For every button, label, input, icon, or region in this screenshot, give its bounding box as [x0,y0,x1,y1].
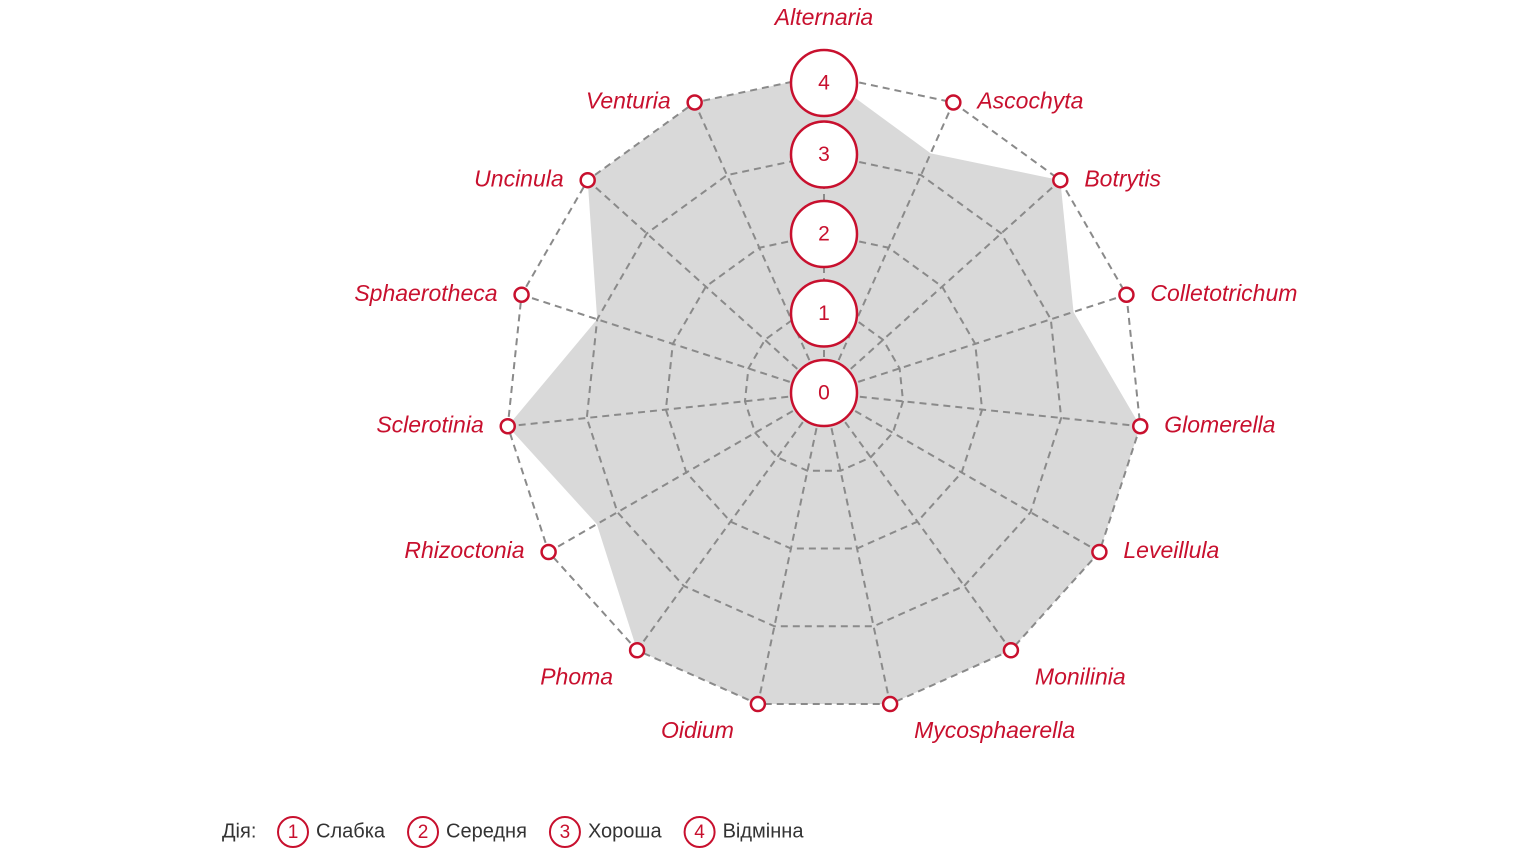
spoke [507,392,825,428]
category-label: Glomerella [1164,411,1275,437]
legend-circle [548,816,581,848]
legend-circle [407,816,440,848]
axis-end-dot [1091,543,1108,561]
y-tick-label: 0 [818,382,830,405]
legend-number: 1 [288,822,299,843]
spoke [587,179,825,394]
axis-end-dot [945,94,962,111]
legend-circle [683,816,716,848]
spoke [693,102,825,394]
category-label: Monilinia [1035,663,1126,689]
grid-ring [743,312,905,472]
spoke [823,102,955,394]
category-label: Sclerotinia [376,411,483,437]
tick-circle [789,279,859,348]
legend-number: 4 [694,822,705,843]
tick-circle [789,48,859,118]
category-label: Venturia [586,88,671,114]
legend-circle [277,816,309,848]
y-tick-label: 2 [818,223,830,246]
axis-end-dot [1002,642,1020,659]
category-label: Mycosphaerella [914,717,1075,743]
category-label: Colletotrichum [1150,280,1297,306]
axis-end-dot [513,286,530,303]
spoke [823,293,1127,394]
tick-circle [789,120,859,189]
axis-end-dot [881,695,899,713]
category-label: Alternaria [773,4,873,30]
category-label: Oidium [661,717,734,743]
y-tick-label: 3 [818,143,830,166]
legend-label: Хороша [588,820,663,842]
spoke [823,179,1061,394]
spoke [636,392,825,651]
legend-title: Дія: [222,820,256,842]
spoke [521,293,825,394]
axis-end-dot [628,642,646,659]
category-label: Rhizoctonia [404,537,524,563]
grid-ring [664,232,984,550]
grid-ring [585,153,1063,628]
y-tick-label: 4 [818,72,830,95]
axis-end-dot [579,171,596,189]
category-label: Leveillula [1123,537,1219,563]
spoke [823,392,1100,553]
axis-end-dot [540,543,557,561]
category-label: Botrytis [1084,165,1161,191]
spoke [548,392,825,553]
axis-end-dot [1118,286,1135,303]
legend-label: Відмінна [723,820,805,842]
axis-end-dot [686,94,703,111]
spoke [756,392,825,705]
category-label: Uncinula [474,165,564,191]
spoke [823,392,1141,428]
spoke [823,392,1012,651]
axis-end-dot [1132,417,1149,435]
legend-number: 3 [560,822,571,843]
category-label: Phoma [540,663,613,689]
legend-label: Слабка [316,820,386,842]
legend-number: 2 [418,822,429,843]
category-label: Ascochyta [975,88,1083,114]
tick-circle [789,358,859,428]
y-tick-label: 1 [818,302,830,325]
spoke [823,392,892,705]
axis-end-dot [1052,171,1069,189]
tick-circle [789,199,859,269]
grid-ring [506,73,1142,706]
legend-label: Середня [446,820,527,842]
axis-end-dot [749,695,767,713]
axis-end-dot [499,417,516,435]
category-label: Sphaerotheca [354,280,497,306]
